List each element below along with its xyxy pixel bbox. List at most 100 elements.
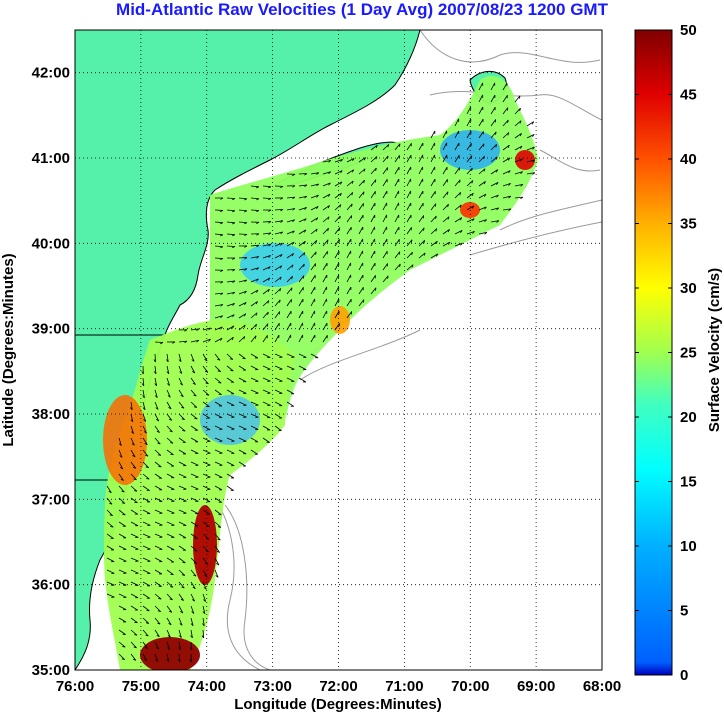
- velocity-arrow-head: [303, 229, 307, 233]
- velocity-arrow: [202, 569, 208, 578]
- y-tick-label: 38:00: [32, 406, 70, 423]
- velocity-arrow: [274, 220, 283, 223]
- velocity-arrow: [154, 377, 158, 386]
- velocity-arrow: [370, 156, 378, 163]
- velocity-arrow-head: [181, 418, 185, 421]
- velocity-arrow: [130, 401, 133, 410]
- velocity-arrow: [490, 106, 496, 115]
- velocity-arrow-head: [232, 222, 236, 225]
- velocity-arrow-head: [155, 407, 159, 410]
- velocity-arrow: [142, 629, 149, 637]
- velocity-arrow-head: [232, 303, 235, 306]
- velocity-arrow-head: [244, 233, 248, 237]
- velocity-arrow-head: [244, 290, 247, 294]
- velocity-arrow-head: [256, 233, 260, 236]
- velocity-arrow-head: [120, 478, 124, 481]
- velocity-arrow: [346, 262, 351, 271]
- velocity-arrow: [130, 581, 139, 586]
- velocity-arrow-head: [182, 430, 186, 432]
- velocity-arrow: [370, 202, 376, 211]
- velocity-arrow-head: [327, 216, 330, 220]
- velocity-arrow-head: [180, 611, 184, 614]
- velocity-arrow-head: [220, 210, 224, 213]
- velocity-arrow-head: [435, 215, 437, 220]
- velocity-arrow-head: [508, 170, 511, 174]
- velocity-arrow-head: [169, 442, 174, 444]
- velocity-arrow: [214, 245, 224, 248]
- velocity-arrow: [310, 353, 319, 359]
- velocity-arrow-head: [194, 550, 198, 552]
- velocity-arrow-head: [145, 454, 149, 457]
- velocity-arrow: [274, 231, 283, 235]
- velocity-arrow-head: [291, 264, 294, 268]
- y-tick-label: 41:00: [32, 150, 70, 167]
- velocity-arrow: [358, 287, 364, 295]
- velocity-arrow: [334, 286, 340, 295]
- velocity-arrow-head: [315, 228, 318, 232]
- velocity-arrow: [370, 287, 377, 295]
- velocity-arrow: [274, 311, 280, 319]
- velocity-arrow: [190, 509, 199, 514]
- velocity-arrow: [430, 215, 437, 223]
- velocity-arrow: [166, 461, 175, 467]
- velocity-arrow: [490, 169, 498, 175]
- velocity-arrow-head: [352, 158, 355, 162]
- velocity-arrow: [202, 338, 211, 343]
- velocity-arrow: [202, 629, 205, 639]
- velocity-arrow: [286, 299, 292, 307]
- velocity-arrow-head: [167, 635, 171, 638]
- velocity-arrow-head: [204, 359, 208, 362]
- velocity-arrow: [382, 238, 388, 247]
- velocity-arrow: [106, 569, 115, 574]
- velocity-arrow: [118, 617, 127, 623]
- velocity-arrow-head: [154, 395, 158, 398]
- chart-title: Mid-Atlantic Raw Velocities (1 Day Avg) …: [116, 0, 608, 19]
- velocity-arrow-head: [141, 383, 145, 387]
- velocity-arrow: [166, 557, 175, 563]
- velocity-arrow: [178, 340, 187, 343]
- velocity-arrow-head: [110, 526, 114, 528]
- velocity-arrow: [514, 184, 523, 187]
- velocity-arrow: [130, 629, 138, 636]
- velocity-arrow: [274, 425, 282, 432]
- grid-lines: [75, 30, 602, 670]
- velocity-arrow: [430, 253, 439, 259]
- velocity-arrow: [310, 286, 316, 295]
- x-axis-label: Longitude (Degrees:Minutes): [234, 696, 442, 713]
- velocity-arrow: [190, 437, 199, 443]
- velocity-arrow-head: [375, 145, 378, 149]
- velocity-arrow-head: [279, 288, 282, 292]
- x-tick-label: 74:00: [188, 678, 226, 695]
- velocity-arrow-head: [256, 221, 260, 224]
- velocity-arrow: [526, 172, 535, 175]
- x-tick-label: 70:00: [451, 678, 489, 695]
- velocity-arrow: [322, 171, 331, 175]
- x-tick-label: 69:00: [517, 678, 555, 695]
- velocity-arrow: [118, 485, 125, 493]
- velocity-arrow-head: [267, 289, 270, 293]
- fast-region-shelfbreak: [330, 306, 350, 334]
- velocity-arrow: [250, 312, 258, 319]
- velocity-arrow: [214, 425, 223, 430]
- velocity-arrow: [490, 220, 499, 223]
- velocity-arrow: [226, 401, 235, 406]
- velocity-arrow: [190, 449, 199, 454]
- velocity-arrow: [190, 413, 198, 420]
- velocity-arrow-head: [216, 550, 220, 553]
- velocity-arrow: [442, 203, 449, 211]
- velocity-arrow: [334, 274, 339, 283]
- velocity-arrow-head: [192, 382, 196, 385]
- velocity-arrow: [238, 437, 247, 442]
- velocity-arrow: [394, 202, 399, 211]
- velocity-arrow: [214, 326, 223, 331]
- velocity-arrow: [178, 581, 185, 589]
- velocity-arrow: [502, 144, 510, 151]
- velocity-arrow: [154, 629, 160, 637]
- velocity-arrow: [214, 353, 221, 361]
- velocity-arrow: [322, 310, 328, 319]
- velocity-arrow: [310, 251, 317, 259]
- velocity-arrow: [286, 264, 294, 271]
- velocity-arrow: [370, 144, 378, 151]
- y-tick-label: 37:00: [32, 491, 70, 508]
- velocity-arrow: [118, 569, 127, 574]
